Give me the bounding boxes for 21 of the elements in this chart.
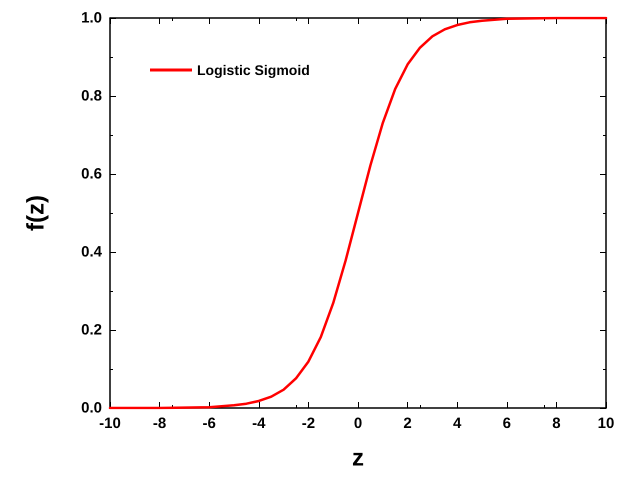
y-tick-label: 0.0 [81,400,102,416]
x-tick-label: 0 [354,415,362,432]
x-tick-label: 4 [453,415,462,432]
x-axis-title: z [352,444,364,472]
x-tick-label: -10 [99,415,121,432]
y-tick-label: 0.2 [81,322,102,338]
y-tick-label: 0.6 [81,166,102,182]
x-tick-label: -4 [252,415,266,432]
y-tick-label: 1.0 [81,10,102,26]
x-tick-label: -8 [152,415,166,432]
x-tick-label: 8 [552,415,561,432]
y-tick-label: 0.8 [81,88,102,104]
x-tick-label: 6 [502,415,511,432]
x-tick-label: -2 [302,415,316,432]
x-tick-label: 2 [403,415,412,432]
line-series [108,16,608,410]
y-tick-label: 0.4 [81,244,103,260]
x-tick-label: -6 [202,415,216,432]
legend-label: Logistic Sigmoid [197,62,310,78]
x-tick-label: 10 [598,415,614,432]
y-axis-title: f(z) [22,195,50,231]
